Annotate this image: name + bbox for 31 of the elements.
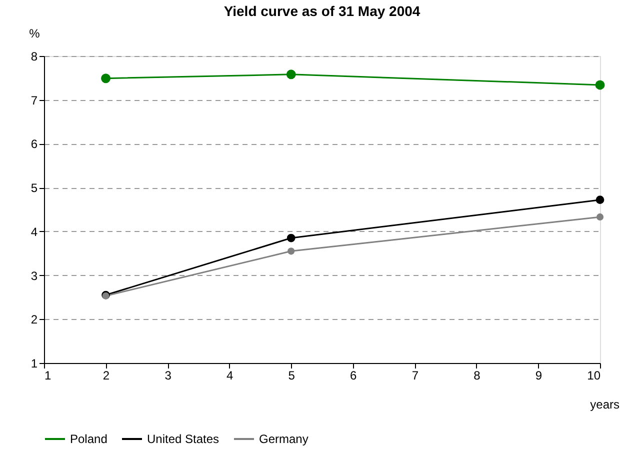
point bbox=[286, 234, 296, 242]
point bbox=[288, 248, 295, 255]
y-tick-label: 6 bbox=[30, 137, 38, 152]
y-axis-title: % bbox=[29, 26, 40, 40]
x-tick-label: 7 bbox=[412, 368, 419, 382]
legend-label: United States bbox=[147, 432, 220, 446]
y-tick-label: 4 bbox=[30, 224, 38, 239]
x-tick-label: 9 bbox=[535, 368, 542, 382]
y-tick-label: 7 bbox=[30, 93, 38, 108]
x-axis-title: years bbox=[590, 398, 620, 412]
x-tick-label: 10 bbox=[587, 368, 601, 382]
x-tick-label: 2 bbox=[102, 368, 110, 382]
legend-label: Poland bbox=[70, 432, 108, 446]
point bbox=[101, 74, 111, 84]
point bbox=[596, 213, 604, 220]
x-tick-label: 8 bbox=[474, 368, 481, 382]
point bbox=[596, 196, 604, 204]
x-tick-label: 4 bbox=[226, 368, 234, 382]
x-tick-label: 6 bbox=[350, 368, 358, 382]
y-tick-label: 1 bbox=[30, 356, 38, 370]
point bbox=[595, 80, 605, 90]
x-tick-label: 5 bbox=[288, 368, 296, 382]
y-tick-label: 3 bbox=[30, 268, 38, 283]
y-tick-label: 2 bbox=[30, 312, 38, 327]
x-tick-label: 1 bbox=[44, 368, 52, 382]
y-tick-label: 5 bbox=[30, 181, 38, 196]
chart-title: Yield curve as of 31 May 2004 bbox=[224, 3, 420, 19]
point bbox=[286, 70, 296, 80]
x-tick-label: 3 bbox=[164, 368, 172, 382]
y-tick-label: 8 bbox=[30, 50, 38, 64]
legend-label: Germany bbox=[259, 432, 308, 446]
